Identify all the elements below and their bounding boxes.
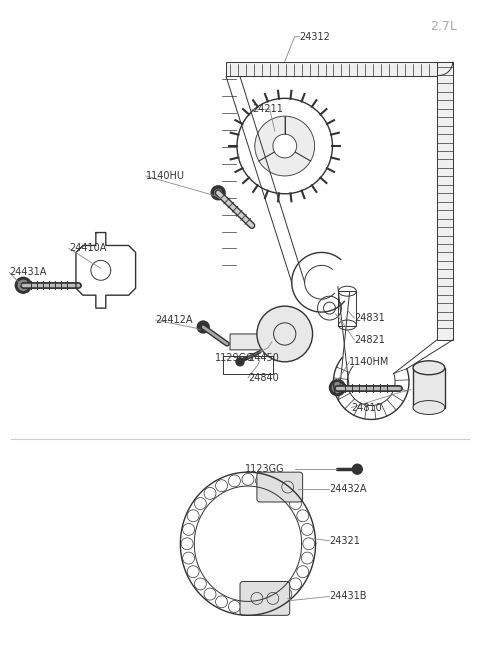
FancyBboxPatch shape bbox=[257, 472, 302, 502]
Circle shape bbox=[197, 321, 209, 333]
Text: 24810: 24810 bbox=[351, 403, 382, 413]
Circle shape bbox=[257, 306, 312, 362]
Text: 24450: 24450 bbox=[248, 353, 279, 363]
Text: 24432A: 24432A bbox=[329, 484, 367, 494]
Polygon shape bbox=[259, 152, 311, 176]
Bar bbox=[413, 367, 445, 407]
Text: 24321: 24321 bbox=[329, 536, 360, 546]
Text: 24431A: 24431A bbox=[9, 267, 47, 277]
Circle shape bbox=[352, 464, 362, 474]
Text: 24412A: 24412A bbox=[156, 315, 193, 325]
Polygon shape bbox=[226, 62, 439, 77]
Text: 24312: 24312 bbox=[300, 31, 331, 42]
Text: 1140HU: 1140HU bbox=[145, 171, 184, 181]
Circle shape bbox=[18, 280, 28, 290]
Ellipse shape bbox=[413, 361, 445, 375]
Text: 24211: 24211 bbox=[252, 104, 283, 114]
Circle shape bbox=[215, 189, 222, 196]
Text: 24821: 24821 bbox=[354, 335, 385, 345]
Bar bbox=[338, 291, 356, 326]
Text: 24840: 24840 bbox=[248, 373, 279, 383]
Circle shape bbox=[15, 277, 31, 293]
Polygon shape bbox=[255, 116, 285, 161]
FancyBboxPatch shape bbox=[240, 582, 290, 615]
Text: 2.7L: 2.7L bbox=[430, 20, 457, 33]
Circle shape bbox=[211, 186, 225, 200]
Polygon shape bbox=[230, 320, 305, 350]
Text: 24410A: 24410A bbox=[69, 244, 107, 253]
Ellipse shape bbox=[413, 401, 445, 415]
Circle shape bbox=[333, 383, 342, 392]
Text: 1129GG: 1129GG bbox=[215, 353, 255, 363]
Circle shape bbox=[329, 380, 346, 396]
Polygon shape bbox=[437, 62, 453, 340]
Text: 1140HM: 1140HM bbox=[349, 357, 390, 367]
Circle shape bbox=[236, 358, 244, 365]
Text: 24431B: 24431B bbox=[329, 591, 367, 601]
Bar bbox=[223, 356, 273, 374]
Text: 24831: 24831 bbox=[354, 313, 385, 323]
Polygon shape bbox=[285, 116, 314, 161]
Text: 1123GG: 1123GG bbox=[245, 464, 285, 474]
